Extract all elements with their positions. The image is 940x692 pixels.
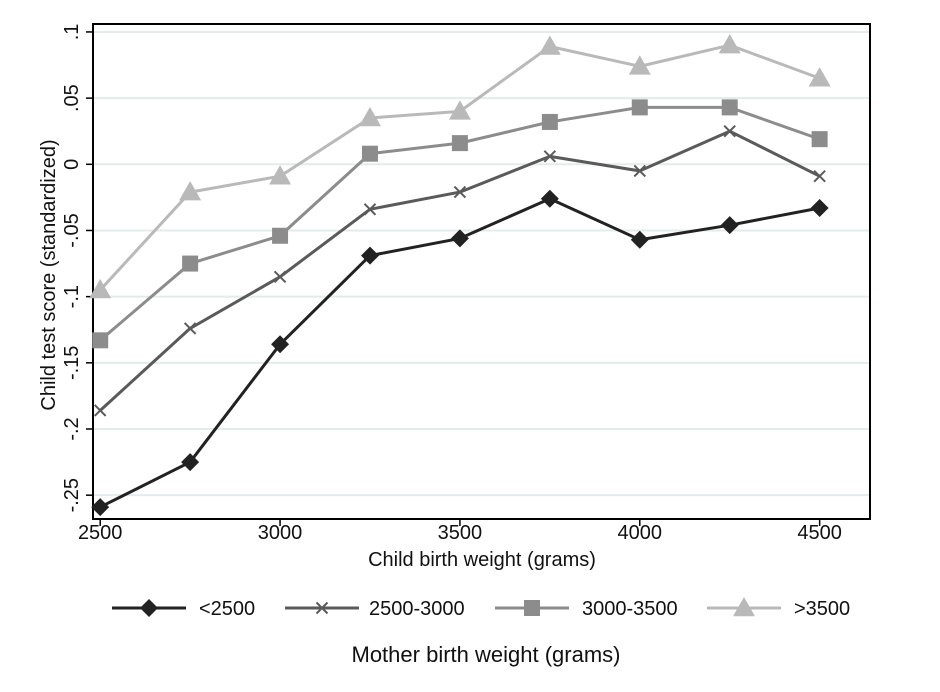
y-tick-label: -.05 [61,213,83,247]
legend-label: 3000-3500 [582,598,678,620]
data-point [363,203,377,216]
data-point [183,322,197,335]
data-point [721,99,738,116]
data-point [91,498,110,517]
x-tick-label: 3000 [258,522,303,544]
legend-item: 3000-3500 [495,598,678,620]
legend: <2500 2500-3000 3000-3500 >3500 [112,597,850,620]
y-tick-label: -.15 [61,346,83,380]
legend-item: >3500 [707,597,850,620]
data-point [269,165,292,185]
legend-swatch-marker [140,599,158,617]
y-axis-title: Child test score (standardized) [38,139,60,410]
data-point [360,246,379,265]
data-point [808,67,831,87]
data-point [633,164,646,178]
x-tick-label: 3500 [438,522,483,544]
legend-label: <2500 [199,598,255,620]
legend-label: 2500-3000 [369,598,465,620]
data-point [272,227,289,244]
data-point [182,255,199,272]
data-point [718,34,741,54]
data-point [451,135,468,152]
series-1 [93,124,826,417]
data-point [538,35,561,55]
legend-title: Mother birth weight (grams) [352,642,621,667]
data-point [89,279,112,299]
series-0 [91,189,829,517]
x-axis-title: Child birth weight (grams) [368,549,596,571]
legend-swatch-marker [733,597,755,617]
data-point [93,404,107,417]
data-point [450,229,469,248]
y-tick-label: 0 [61,159,83,170]
y-tick-label: .1 [61,24,83,41]
data-point [543,150,557,163]
legend-swatch-marker [524,600,540,616]
y-tick-label: .05 [61,84,83,112]
data-point [358,106,381,127]
plot-area-frame [92,23,871,520]
data-point [540,189,559,208]
series-2 [92,99,828,349]
data-point [541,113,558,130]
data-point [361,145,378,162]
data-point [810,198,829,217]
legend-swatch-marker [315,601,329,615]
legend-item: <2500 [112,598,255,620]
data-point [179,181,202,201]
data-point [453,185,467,199]
data-point [181,453,200,472]
series [89,34,831,517]
data-point [720,216,739,235]
data-point [273,270,287,284]
data-point [631,99,648,116]
legend-item: 2500-3000 [285,598,465,620]
data-point [271,335,290,354]
y-tick-label: -.2 [61,417,83,440]
data-point [630,230,649,249]
data-point [813,169,826,183]
x-tick-label: 4000 [618,522,663,544]
y-tick-label: -.1 [61,285,83,308]
legend-label: >3500 [794,598,850,620]
axes: -.25 -.2 -.15 -.1 -.05 0 .05 .1 2500 3000 3500 4000… [61,24,842,544]
series-line [99,129,821,412]
y-tick-label: -.25 [61,478,83,512]
x-tick-label: 4500 [797,522,842,544]
data-point [448,100,471,120]
data-point [723,124,736,138]
gridlines [93,30,870,497]
series-3 [89,34,831,299]
data-point [92,332,109,349]
series-line [99,43,821,292]
data-point [811,131,828,148]
data-point [628,55,651,75]
x-tick-label: 2500 [78,522,123,544]
